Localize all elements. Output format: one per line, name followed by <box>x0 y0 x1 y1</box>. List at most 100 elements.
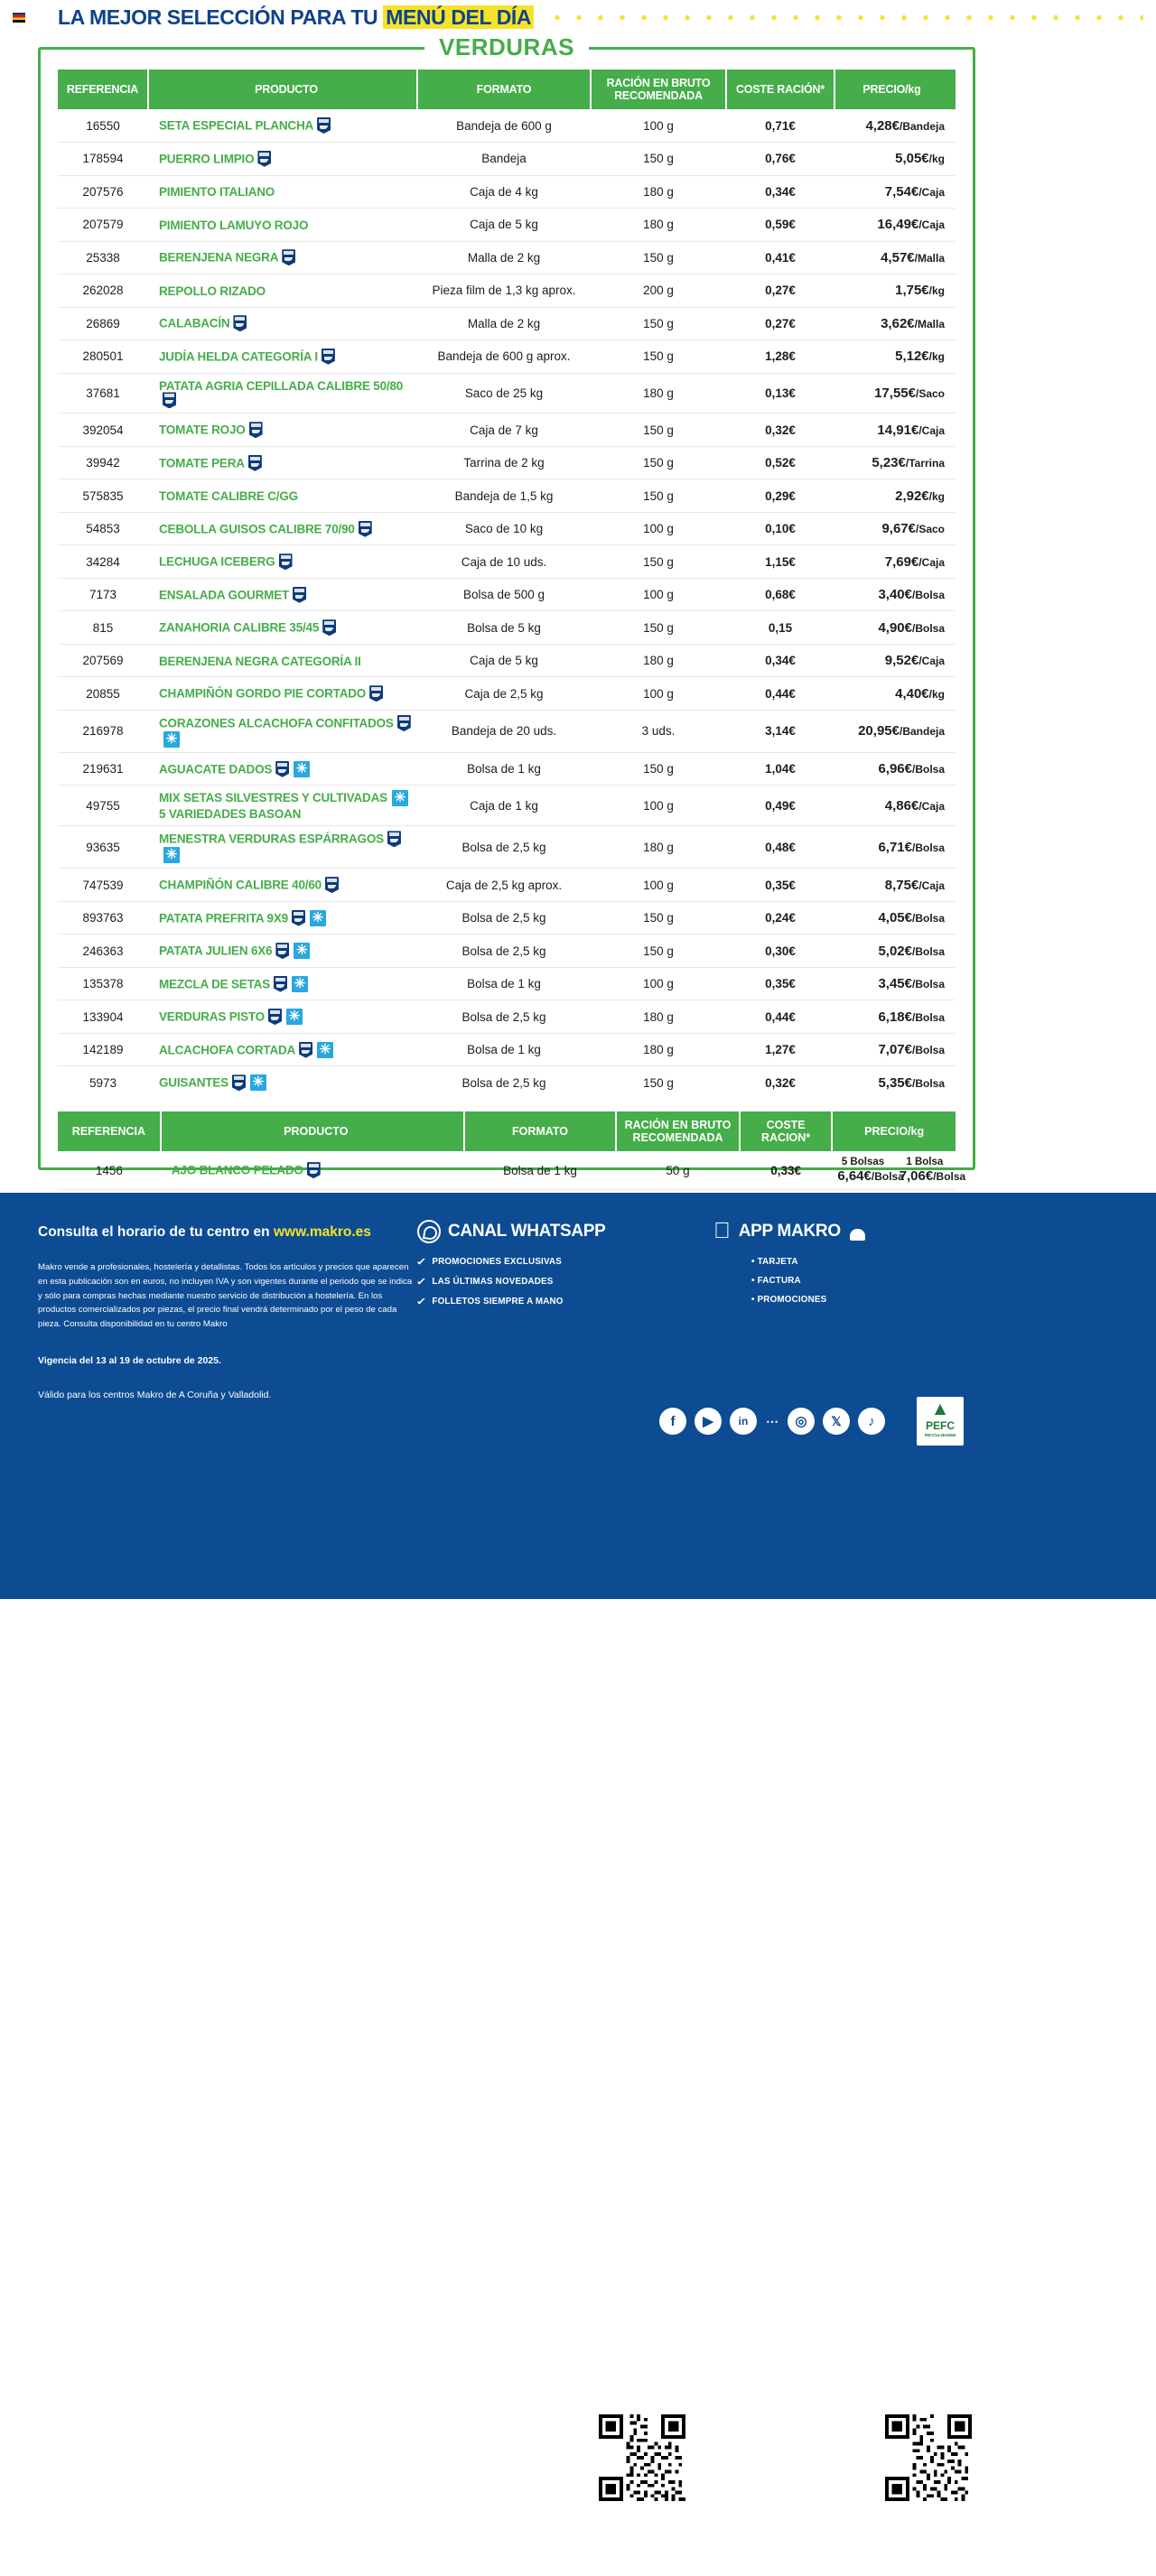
cell-racion: 150 g <box>591 446 726 480</box>
th-racion-line1: RACIÓN EN BRUTO <box>606 77 711 89</box>
metro-chef-badge-icon <box>275 760 290 777</box>
cell-precio: 3,40€/Bolsa <box>834 578 956 612</box>
cell-referencia: 207576 <box>58 175 148 209</box>
table-row[interactable]: 207569 BERENJENA NEGRA CATEGORÍA II Caja d… <box>58 644 956 678</box>
product-name: ZANAHORIA CALIBRE 35/45 <box>159 620 320 635</box>
tiktok-icon[interactable]: ♪ <box>858 1408 885 1435</box>
table-row[interactable]: 216978 CORAZONES ALCACHOFA CONFITADOS ✳ Ban… <box>58 710 956 753</box>
table-row[interactable]: 392054 TOMATE ROJO Caja de 7 kg 150 g 0,32€ 1… <box>58 413 956 447</box>
product-name: PIMIENTO ITALIANO <box>159 185 275 200</box>
cell-racion: 180 g <box>591 1033 726 1067</box>
cell-producto: SETA ESPECIAL PLANCHA <box>148 109 417 143</box>
precio-unit: /kg <box>928 153 945 166</box>
metro-chef-badge-icon <box>317 117 331 134</box>
cell-precio: 4,40€/kg <box>834 676 956 711</box>
table-row[interactable]: 20855 CHAMPIÑÓN GORDO PIE CORTADO Caja de … <box>58 676 956 711</box>
cell-formato: Caja de 2,5 kg aprox. <box>417 868 591 902</box>
product-name: VERDURAS PISTO <box>159 1009 265 1024</box>
table-row[interactable]: 893763 PATATA PREFRITA 9X9 ✳ Bolsa de 2,5 k… <box>58 901 956 935</box>
table-row[interactable]: 54853 CEBOLLA GUISOS CALIBRE 70/90 Saco de… <box>58 512 956 546</box>
cell-racion: 180 g <box>591 208 726 242</box>
table-row[interactable]: 575835 TOMATE CALIBRE C/GG Bandeja de 1,5 … <box>58 479 956 513</box>
table-row[interactable]: 747539 CHAMPIÑÓN CALIBRE 40/60 Caja de 2,5… <box>58 868 956 902</box>
precio-unit: /Bolsa <box>911 841 945 854</box>
product-name: CORAZONES ALCACHOFA CONFITADOS <box>159 716 394 730</box>
table-row[interactable]: 133904 VERDURAS PISTO ✳ Bolsa de 2,5 kg 180 … <box>58 1000 956 1034</box>
precio-unit: /Tarrina <box>905 457 945 470</box>
frozen-snowflake-icon: ✳ <box>163 730 180 748</box>
product-name: ALCACHOFA CORTADA <box>159 1043 296 1057</box>
product-name: AJO BLANCO PELADO <box>171 1163 303 1177</box>
whatsapp-benefit-item: ✓ FOLLETOS SIEMPRE A MANO <box>416 1296 706 1307</box>
qr-code-app[interactable] <box>881 2410 976 2506</box>
cell-referencia: 135378 <box>58 967 148 1001</box>
table-row[interactable]: 1456 AJO BLANCO PELADO Bolsa de 1 kg 50 g 0,… <box>58 1151 966 1190</box>
table-row[interactable]: 178594 PUERRO LIMPIO Bandeja 150 g 0,76€ 5,05… <box>58 142 956 176</box>
footer-legal-text: Makro vende a profesionales, hostelería … <box>38 1262 413 1330</box>
table-row[interactable]: 49755 MIX SETAS SILVESTRES Y CULTIVADAS ✳ 5… <box>58 785 956 827</box>
cell-formato: Bolsa de 1 kg <box>417 1033 591 1067</box>
product-name: MIX SETAS SILVESTRES Y CULTIVADAS ✳ <box>159 790 408 807</box>
cell-racion: 150 g <box>591 307 726 340</box>
table-row[interactable]: 39942 TOMATE PERA Tarrina de 2 kg 150 g 0,52… <box>58 446 956 480</box>
table-row[interactable]: 25338 BERENJENA NEGRA Malla de 2 kg 150 g 0,… <box>58 241 956 274</box>
x-icon[interactable]: 𝕏 <box>823 1408 850 1435</box>
table-row[interactable]: 135378 MEZCLA DE SETAS ✳ Bolsa de 1 kg 100 g… <box>58 967 956 1001</box>
cell-formato: Caja de 2,5 kg <box>417 676 591 711</box>
precio-pack-value: 7,06€/Bolsa <box>900 1168 966 1184</box>
precio-unit: /kg <box>928 489 945 503</box>
metro-chef-badge-icon <box>278 553 293 571</box>
cell-producto: PATATA JULIEN 6X6 ✳ <box>148 934 417 968</box>
whatsapp-title-row[interactable]: CANAL WHATSAPP <box>417 1220 706 1243</box>
cell-racion: 180 g <box>591 644 726 678</box>
cell-precio: 4,57€/Malla <box>834 241 956 274</box>
table-row[interactable]: 246363 PATATA JULIEN 6X6 ✳ Bolsa de 2,5 kg 1… <box>58 934 956 968</box>
metro-chef-badge-icon <box>282 249 296 266</box>
snowflake-glyph: ✳ <box>252 1074 265 1091</box>
app-title-row[interactable]:  APP MAKRO <box>713 1220 984 1242</box>
extra-table-header-row: REFERENCIA PRODUCTO FORMATO RACIÓN EN BR… <box>58 1111 956 1152</box>
linkedin-icon[interactable]: in <box>730 1408 757 1435</box>
table-row[interactable]: 207576 PIMIENTO ITALIANO Caja de 4 kg 180 g… <box>58 175 956 209</box>
qr-code-whatsapp[interactable] <box>594 2410 690 2506</box>
cell-referencia: 133904 <box>58 1000 148 1034</box>
table-row[interactable]: 26869 CALABACÍN Malla de 2 kg 150 g 0,27€ 3,6… <box>58 307 956 340</box>
whatsapp-benefit-label: FOLLETOS SIEMPRE A MANO <box>432 1297 564 1307</box>
cell-coste-racion: 0,34€ <box>726 175 834 209</box>
cell-producto: JUDÍA HELDA CATEGORÍA I <box>148 339 417 374</box>
cell-formato: Bandeja de 600 g <box>417 109 591 143</box>
precio-unit: /Malla <box>914 317 945 330</box>
metro-chef-badge-icon <box>291 909 305 926</box>
cell-coste-racion: 0,44€ <box>726 676 834 711</box>
table-row[interactable]: 142189 ALCACHOFA CORTADA ✳ Bolsa de 1 kg 180… <box>58 1033 956 1067</box>
th2-racion-line2: RECOMENDADA <box>632 1131 723 1145</box>
facebook-icon[interactable]: f <box>659 1408 686 1435</box>
table-row[interactable]: 34284 LECHUGA ICEBERG Caja de 10 uds. 150 g… <box>58 544 956 579</box>
table-row[interactable]: 280501 JUDÍA HELDA CATEGORÍA I Bandeja de … <box>58 339 956 374</box>
table-row[interactable]: 262028 REPOLLO RIZADO Pieza film de 1,3 kg… <box>58 274 956 308</box>
cell-racion: 150 g <box>591 544 726 579</box>
table-row[interactable]: 16550 SETA ESPECIAL PLANCHA Bandeja de 600… <box>58 109 956 143</box>
product-name: PUERRO LIMPIO <box>159 152 255 166</box>
table-row[interactable]: 93635 MENESTRA VERDURAS ESPÁRRAGOS ✳ Bolsa … <box>58 825 956 870</box>
precio-amount: 5,02€ <box>878 943 912 959</box>
cell-formato: Saco de 25 kg <box>417 373 591 414</box>
makro-link[interactable]: www.makro.es <box>273 1224 371 1240</box>
table-row[interactable]: 5973 GUISANTES ✳ Bolsa de 2,5 kg 150 g 0,32€ 5… <box>58 1066 956 1100</box>
cell-producto: CORAZONES ALCACHOFA CONFITADOS ✳ <box>148 710 417 753</box>
instagram-icon[interactable]: ◎ <box>788 1408 815 1435</box>
cell-coste-racion: 0,13€ <box>726 373 834 414</box>
cell-formato: Bolsa de 2,5 kg <box>417 901 591 935</box>
cell-formato: Bolsa de 2,5 kg <box>417 1000 591 1034</box>
table-row[interactable]: 207579 PIMIENTO LAMUYO ROJO Caja de 5 kg 18… <box>58 208 956 242</box>
youtube-icon[interactable]: ▶ <box>695 1408 722 1435</box>
whatsapp-benefit-item: ✓ LAS ÚLTIMAS NOVEDADES <box>416 1276 706 1288</box>
cell-producto: PIMIENTO ITALIANO <box>148 175 417 209</box>
table-row[interactable]: 37681 PATATA AGRIA CEPILLADA CALIBRE 50/8… <box>58 373 956 414</box>
cell-referencia: 747539 <box>58 868 148 902</box>
app-feature-list: TARJETA FACTURA PROMOCIONES <box>751 1257 984 1305</box>
th-formato: FORMATO <box>417 70 592 109</box>
table-row[interactable]: 815 ZANAHORIA CALIBRE 35/45 Bolsa de 5 kg 1… <box>58 610 956 645</box>
